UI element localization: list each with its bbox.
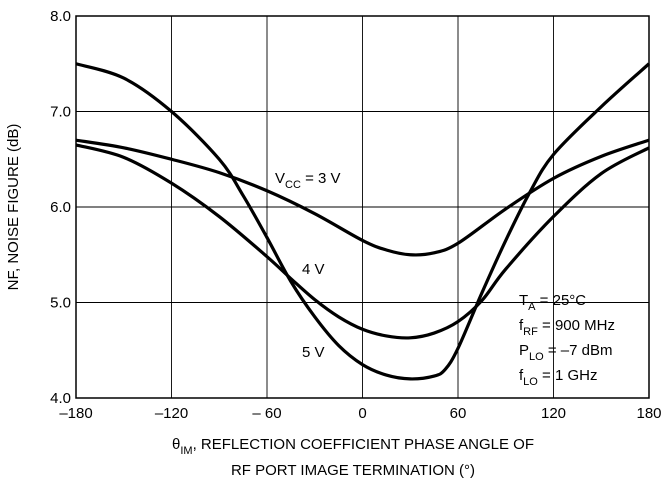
series-line-4v: [75, 143, 650, 340]
y-tick-label: 5.0: [50, 295, 71, 312]
x-tick-label: 120: [541, 405, 566, 422]
x-tick-label: 0: [358, 405, 366, 422]
series-layer: [75, 62, 651, 381]
condition-line: TA = 25°C: [519, 292, 586, 313]
series-label-5v: 5 V: [302, 344, 325, 361]
condition-line: fLO = 1 GHz: [519, 367, 597, 388]
y-tick-label: 8.0: [50, 8, 71, 25]
series-label-4v: 4 V: [302, 261, 325, 278]
y-tick-label: 6.0: [50, 199, 71, 216]
grid-lines: [76, 16, 649, 398]
x-axis-title-line1: θIM, REFLECTION COEFFICIENT PHASE ANGLE …: [172, 436, 534, 457]
x-tick-label: – 60: [252, 405, 281, 422]
test-conditions: TA = 25°C fRF = 900 MHz PLO = –7 dBm fLO = …: [519, 292, 615, 388]
x-axis-title-symbol: θ: [172, 436, 180, 453]
x-tick-label: 60: [450, 405, 467, 422]
plot-frame: [75, 15, 650, 399]
x-tick-label: 180: [636, 405, 661, 422]
x-tick-label: –180: [59, 405, 92, 422]
x-axis-title-line2: RF PORT IMAGE TERMINATION (°): [231, 462, 475, 479]
x-tick-label: –120: [155, 405, 188, 422]
tick-labels: –180 –120 – 60 0 60 120 180 4.0 5.0 6.0 7.0 8.0: [50, 8, 661, 422]
condition-line: fRF = 900 MHz: [519, 317, 615, 338]
series-label-vcc-3v: VCC = 3 V: [275, 170, 341, 191]
series-line-5v: [75, 62, 651, 381]
x-axis-title-rest: , REFLECTION COEFFICIENT PHASE ANGLE OF: [193, 436, 534, 453]
x-axis-title-subscript: IM: [180, 445, 192, 457]
y-tick-label: 4.0: [50, 390, 71, 407]
series-line-vcc-3v: [75, 138, 650, 257]
y-axis-title: NF, NOISE FIGURE (dB): [5, 124, 22, 291]
condition-line: PLO = –7 dBm: [519, 342, 613, 363]
y-tick-label: 7.0: [50, 104, 71, 121]
